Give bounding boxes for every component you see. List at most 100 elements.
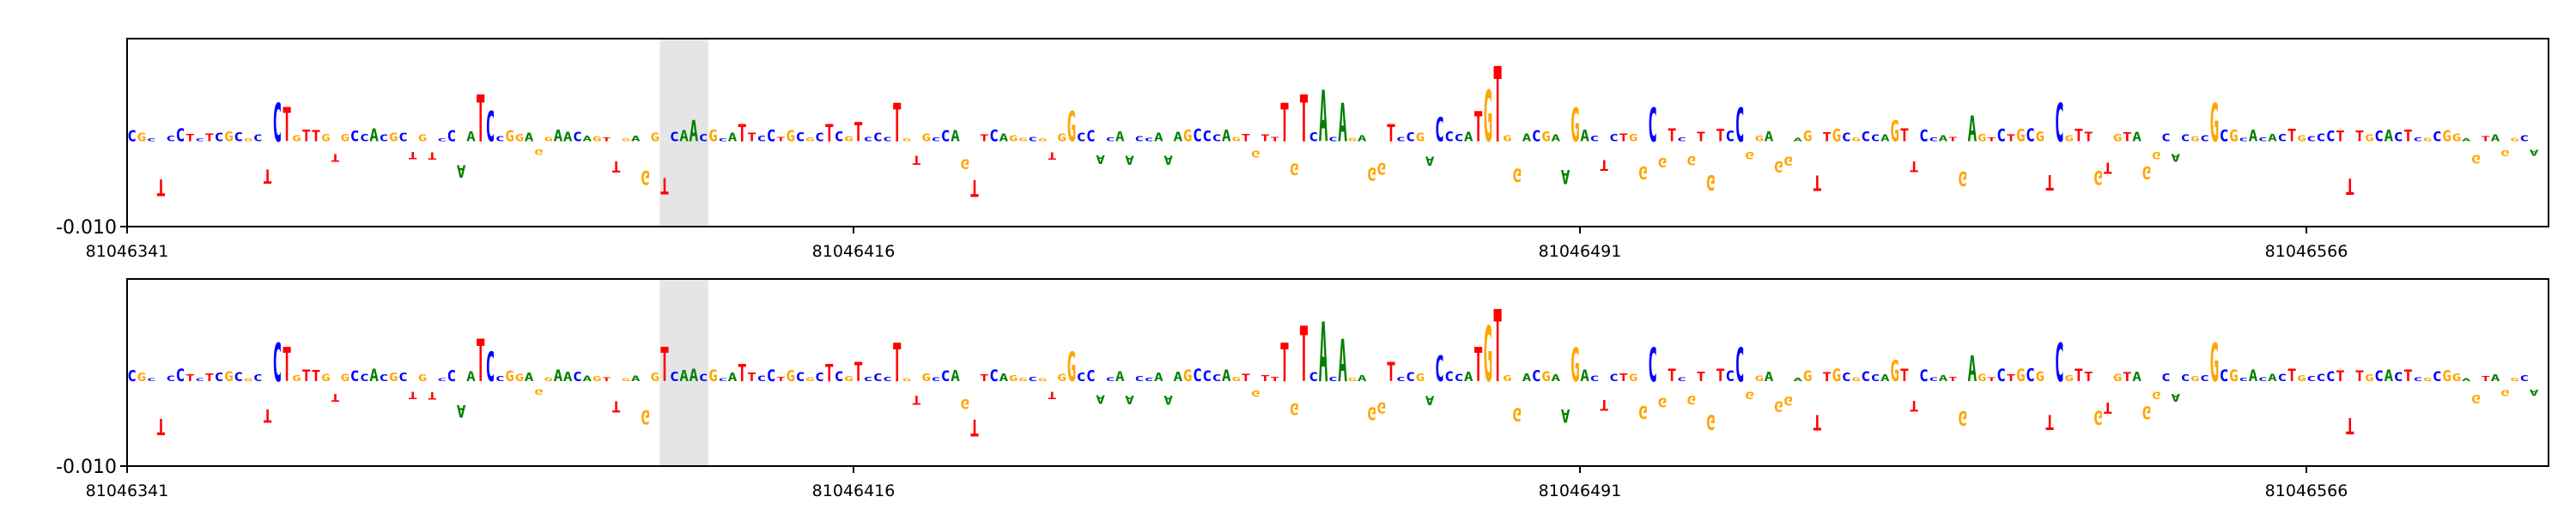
base-letter: T xyxy=(1280,93,1290,154)
base-letter: G xyxy=(1503,133,1512,143)
base-letter: A xyxy=(2171,151,2180,164)
base-letter: G xyxy=(1958,167,1967,190)
base-letter: C xyxy=(1532,127,1541,145)
base-letter: C xyxy=(1919,126,1929,145)
base-letter: G xyxy=(1638,162,1648,183)
base-letter: T xyxy=(312,129,321,146)
base-letter: A xyxy=(1561,405,1571,427)
base-letter: G xyxy=(2510,137,2519,142)
base-letter: G xyxy=(544,376,553,383)
base-letter: G xyxy=(505,368,514,385)
base-letter: C xyxy=(1861,369,1870,385)
base-letter: T xyxy=(854,118,863,148)
base-letter: A xyxy=(1580,126,1589,145)
base-letter: T xyxy=(1822,370,1832,385)
y-tick-label: -0.010 xyxy=(56,217,117,239)
base-letter: C xyxy=(1532,367,1541,385)
base-letter: G xyxy=(1512,164,1522,185)
base-letter: A xyxy=(2268,372,2277,384)
base-letter: A xyxy=(2249,366,2258,385)
base-letter: G xyxy=(1890,354,1899,388)
base-letter: C xyxy=(234,130,243,145)
base-letter: T xyxy=(1697,370,1706,385)
base-letter: C xyxy=(932,136,941,142)
base-letter: G xyxy=(1066,343,1076,391)
base-letter: C xyxy=(1134,135,1144,142)
base-letter: G xyxy=(650,371,659,385)
base-letter: T xyxy=(980,133,989,143)
axes-frame xyxy=(126,278,2549,467)
base-letter: C xyxy=(1086,368,1096,385)
base-letter: T xyxy=(263,405,272,427)
base-letter: T xyxy=(2103,159,2112,177)
base-letter: G xyxy=(1290,160,1299,179)
base-letter: G xyxy=(1629,372,1638,384)
base-letter: G xyxy=(1686,153,1696,167)
base-letter: G xyxy=(2190,135,2200,142)
base-letter: C xyxy=(2306,374,2316,383)
base-letter: C xyxy=(1455,132,1464,143)
base-letter: G xyxy=(2152,390,2161,401)
base-letter: A xyxy=(999,131,1008,143)
base-letter: G xyxy=(1774,158,1783,174)
base-letter: C xyxy=(2181,133,2190,144)
base-letter: A xyxy=(1115,129,1125,145)
base-letter: T xyxy=(1910,157,1919,173)
base-letter: T xyxy=(1900,124,1910,145)
base-letter: T xyxy=(1299,82,1309,156)
base-letter: C xyxy=(1193,366,1202,385)
base-letter: T xyxy=(2123,130,2132,144)
base-letter: G xyxy=(2209,93,2219,154)
axes-frame xyxy=(126,38,2549,227)
base-letter: T xyxy=(312,368,321,385)
base-letter: G xyxy=(2423,377,2433,382)
base-letter: G xyxy=(2093,166,2103,188)
base-letter: T xyxy=(602,376,611,383)
base-letter: C xyxy=(2306,135,2316,143)
base-letter: T xyxy=(2075,366,2084,385)
base-letter: A xyxy=(728,371,738,385)
base-letter: C xyxy=(1609,132,1619,143)
base-letter: C xyxy=(272,93,282,154)
base-letter: C xyxy=(796,130,805,145)
base-letter: G xyxy=(1376,159,1386,178)
base-letter: C xyxy=(573,130,582,145)
base-letter: C xyxy=(873,130,883,143)
base-letter: T xyxy=(1387,119,1396,147)
base-letter: T xyxy=(331,151,340,164)
base-letter: A xyxy=(690,114,699,148)
base-letter: C xyxy=(1861,129,1870,144)
base-letter: A xyxy=(1222,366,1231,385)
base-letter: G xyxy=(2113,372,2123,383)
base-letter: G xyxy=(1376,398,1386,417)
base-letter: A xyxy=(2385,126,2394,145)
base-letter: C xyxy=(1648,337,1657,392)
base-letter: C xyxy=(1919,367,1929,385)
base-letter: G xyxy=(2442,129,2451,146)
base-letter: G xyxy=(1706,409,1716,433)
base-letter: T xyxy=(2045,170,2055,194)
base-letter: G xyxy=(1706,170,1716,194)
base-letter: C xyxy=(1677,377,1686,383)
base-letter: C xyxy=(2326,369,2336,385)
base-letter: T xyxy=(185,373,195,384)
base-letter: C xyxy=(1193,126,1202,146)
base-letter: T xyxy=(2481,374,2490,383)
base-letter: A xyxy=(554,367,563,385)
base-letter: A xyxy=(525,371,534,385)
base-letter: G xyxy=(1890,114,1899,148)
base-letter: T xyxy=(892,332,902,393)
base-letter: C xyxy=(2413,376,2422,383)
base-letter: C xyxy=(815,131,824,145)
base-letter: G xyxy=(137,130,147,143)
base-letter: C xyxy=(1028,136,1037,143)
base-letter: A xyxy=(582,135,592,143)
base-letter: A xyxy=(466,369,476,385)
x-tick-label: 81046341 xyxy=(86,482,169,500)
base-letter: C xyxy=(495,135,505,142)
base-letter: C xyxy=(1435,348,1444,390)
base-letter: G xyxy=(592,375,602,383)
base-letter: C xyxy=(767,126,776,145)
base-letter: A xyxy=(457,401,466,421)
base-letter: C xyxy=(1842,130,1851,143)
